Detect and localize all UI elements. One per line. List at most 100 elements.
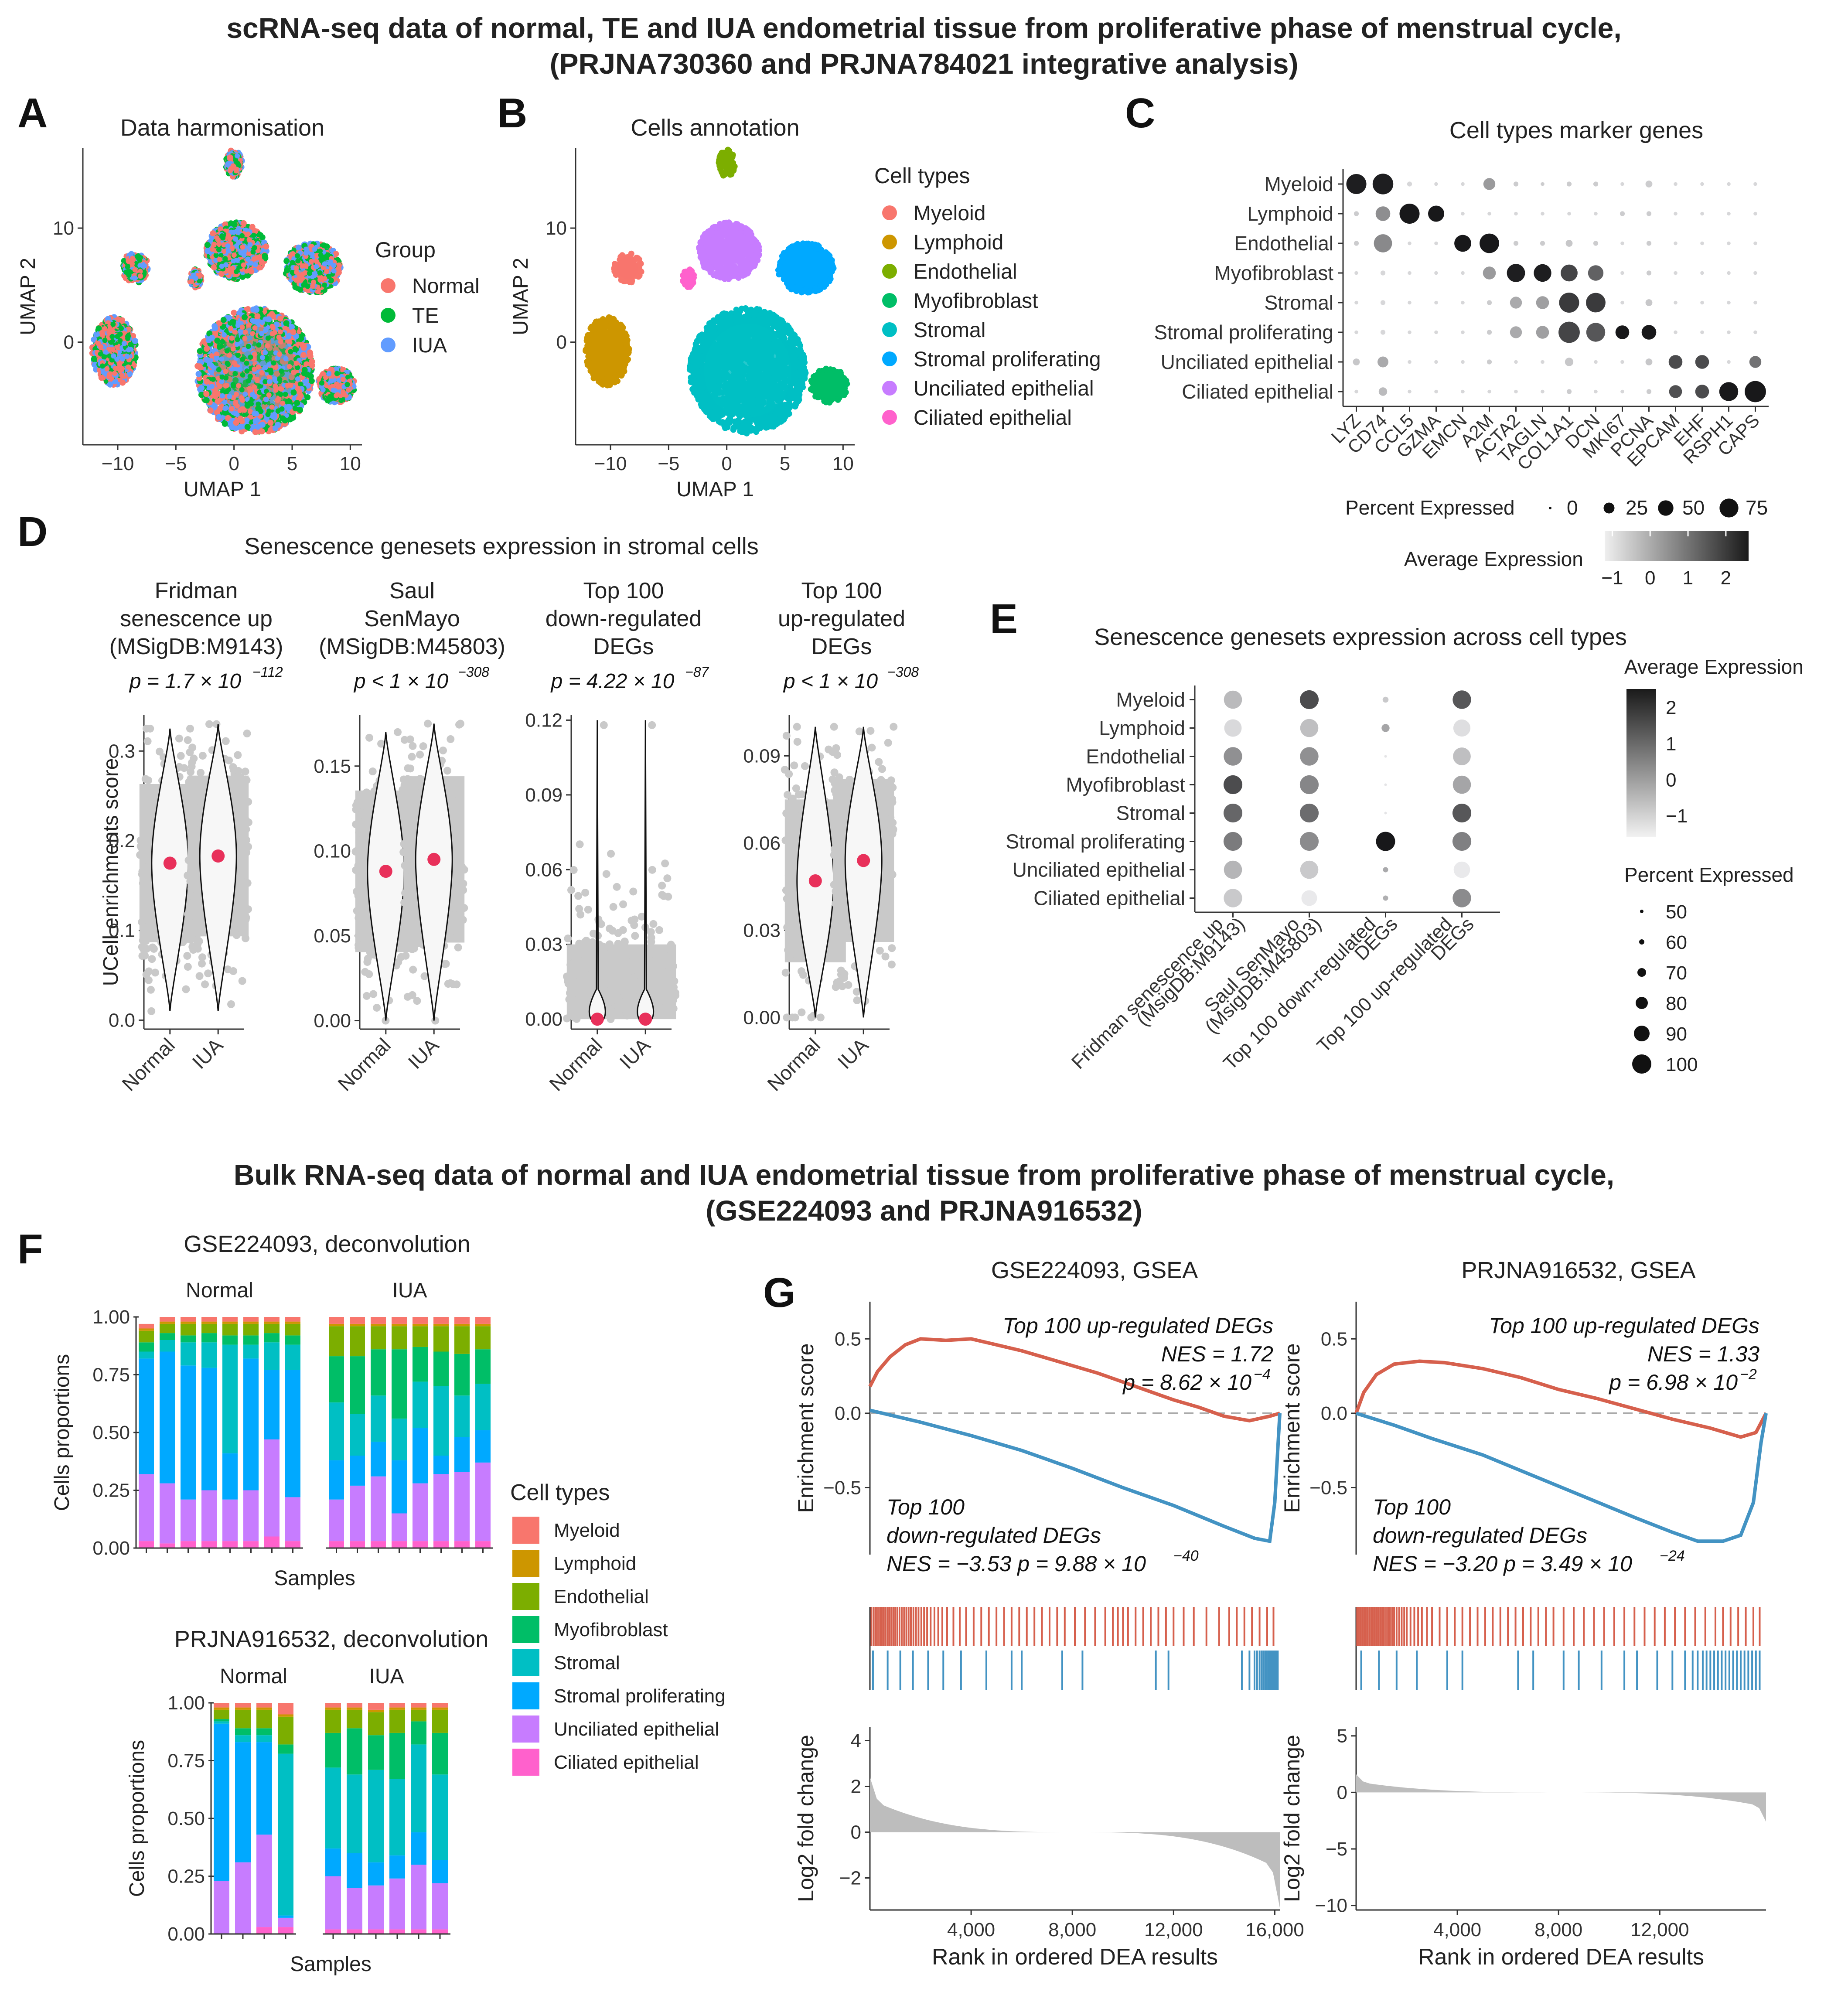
- umap-a-point: [286, 404, 292, 410]
- umap-a-x-tick-label: −5: [165, 453, 187, 474]
- umap-a-point: [262, 253, 268, 259]
- umap-a-point: [290, 329, 297, 335]
- umap-a-point: [297, 407, 303, 413]
- panel-label-b: B: [497, 90, 528, 136]
- umap-a-point: [204, 345, 210, 352]
- umap-a-point: [287, 416, 293, 423]
- umap-a-point: [230, 383, 236, 389]
- umap-a-point: [275, 422, 281, 428]
- umap-a-point: [300, 343, 307, 350]
- sc-heading-line2: (PRJNA730360 and PRJNA784021 integrative…: [549, 48, 1299, 80]
- umap-a-x-tick-label: −10: [102, 453, 134, 474]
- umap-a-point: [209, 384, 215, 389]
- umap-a-point: [277, 315, 283, 322]
- umap-a-point: [119, 379, 126, 386]
- panel-a-title: Data harmonisation: [120, 115, 325, 141]
- umap-a-point: [301, 370, 307, 377]
- panel-label-f: F: [17, 1226, 43, 1272]
- panel-f2-title: PRJNA916532, deconvolution: [174, 1626, 489, 1652]
- umap-a-point: [267, 419, 274, 426]
- umap-a-point: [242, 314, 248, 321]
- umap-a-point: [222, 420, 228, 427]
- umap-a-point: [115, 316, 121, 323]
- bulk-heading-line2: (GSE224093 and PRJNA916532): [706, 1194, 1142, 1227]
- panel-e-title: Senescence genesets expression across ce…: [1094, 624, 1627, 650]
- umap-a-point: [240, 220, 247, 226]
- umap-a-point: [126, 371, 133, 377]
- umap-a-y-label: UMAP 2: [17, 258, 40, 335]
- panel-label-d: D: [17, 508, 48, 555]
- umap-a-point: [91, 336, 97, 343]
- panel-g1-title: GSE224093, GSEA: [991, 1257, 1198, 1283]
- umap-a-point: [216, 414, 222, 420]
- umap-a-point: [211, 264, 217, 270]
- umap-a-point: [283, 320, 290, 327]
- umap-a-point: [95, 325, 102, 332]
- umap-a-point: [196, 363, 203, 370]
- umap-a-point: [203, 391, 210, 397]
- umap-a-point: [297, 286, 303, 293]
- umap-a-point: [254, 313, 261, 320]
- umap-a-point: [308, 378, 315, 384]
- umap-a-point: [252, 418, 259, 424]
- umap-a-point: [205, 337, 212, 343]
- umap-a-points: [89, 147, 357, 435]
- umap-a-point: [107, 381, 113, 388]
- umap-a-x-tick-label: 0: [228, 453, 239, 474]
- panel-label-g: G: [763, 1269, 796, 1316]
- umap-a-point: [210, 230, 216, 237]
- umap-a-point: [244, 424, 251, 430]
- umap-a-point: [278, 339, 283, 344]
- umap-a-point: [195, 371, 202, 377]
- umap-a-point: [295, 365, 300, 370]
- umap-a-point: [204, 242, 211, 248]
- panel-label-a: A: [17, 90, 48, 136]
- umap-a-point: [300, 352, 307, 358]
- umap-a-y-tick-label: 10: [53, 218, 74, 239]
- bulk-heading-line1: Bulk RNA-seq data of normal and IUA endo…: [233, 1159, 1615, 1191]
- umap-a-point: [204, 379, 210, 385]
- umap-a-point: [231, 310, 237, 316]
- panel-g2-title: PRJNA916532, GSEA: [1461, 1257, 1696, 1283]
- umap-a-point: [294, 400, 300, 406]
- umap-a-point: [282, 417, 288, 424]
- umap-a-point: [309, 362, 315, 368]
- umap-a-point: [252, 429, 259, 435]
- umap-a-plot: −10 −5 0 5 10 0 10 UMAP 1 UMAP 2: [17, 147, 362, 501]
- umap-a-point: [253, 307, 259, 313]
- umap-a-point: [324, 243, 330, 250]
- umap-a-point: [233, 419, 239, 426]
- umap-a-x-tick-label: 5: [287, 453, 297, 474]
- umap-a-point: [203, 397, 210, 404]
- panel-label-e: E: [990, 596, 1018, 642]
- umap-a-x-label: UMAP 1: [184, 478, 261, 501]
- umap-a-point: [218, 343, 224, 349]
- umap-a-point: [238, 423, 244, 430]
- umap-a-point: [259, 259, 265, 265]
- panel-label-c: C: [1125, 90, 1156, 136]
- umap-a-point: [297, 392, 304, 399]
- umap-a-point: [211, 403, 218, 409]
- umap-a-point: [255, 423, 261, 430]
- umap-a-point: [217, 384, 222, 389]
- panel-c-title: Cell types marker genes: [1449, 117, 1704, 143]
- umap-a-point: [132, 338, 138, 344]
- umap-a-point: [197, 386, 204, 392]
- umap-a-point: [266, 316, 272, 323]
- umap-a-point: [92, 362, 98, 368]
- panel-b-title: Cells annotation: [631, 115, 800, 141]
- umap-a-point: [214, 338, 221, 344]
- umap-a-y-tick-label: 0: [64, 332, 74, 353]
- panel-f1-title: GSE224093, deconvolution: [184, 1231, 471, 1257]
- umap-a-x-tick-label: 10: [340, 453, 361, 474]
- umap-a-point: [197, 348, 203, 355]
- umap-a-point: [307, 353, 314, 360]
- sc-heading-line1: scRNA-seq data of normal, TE and IUA end…: [226, 12, 1622, 44]
- umap-a-point: [228, 220, 234, 227]
- umap-a-point: [207, 407, 214, 414]
- umap-a-point: [212, 325, 218, 331]
- umap-a-point: [248, 268, 255, 275]
- umap-a-point: [304, 394, 311, 400]
- umap-a-point: [263, 243, 269, 250]
